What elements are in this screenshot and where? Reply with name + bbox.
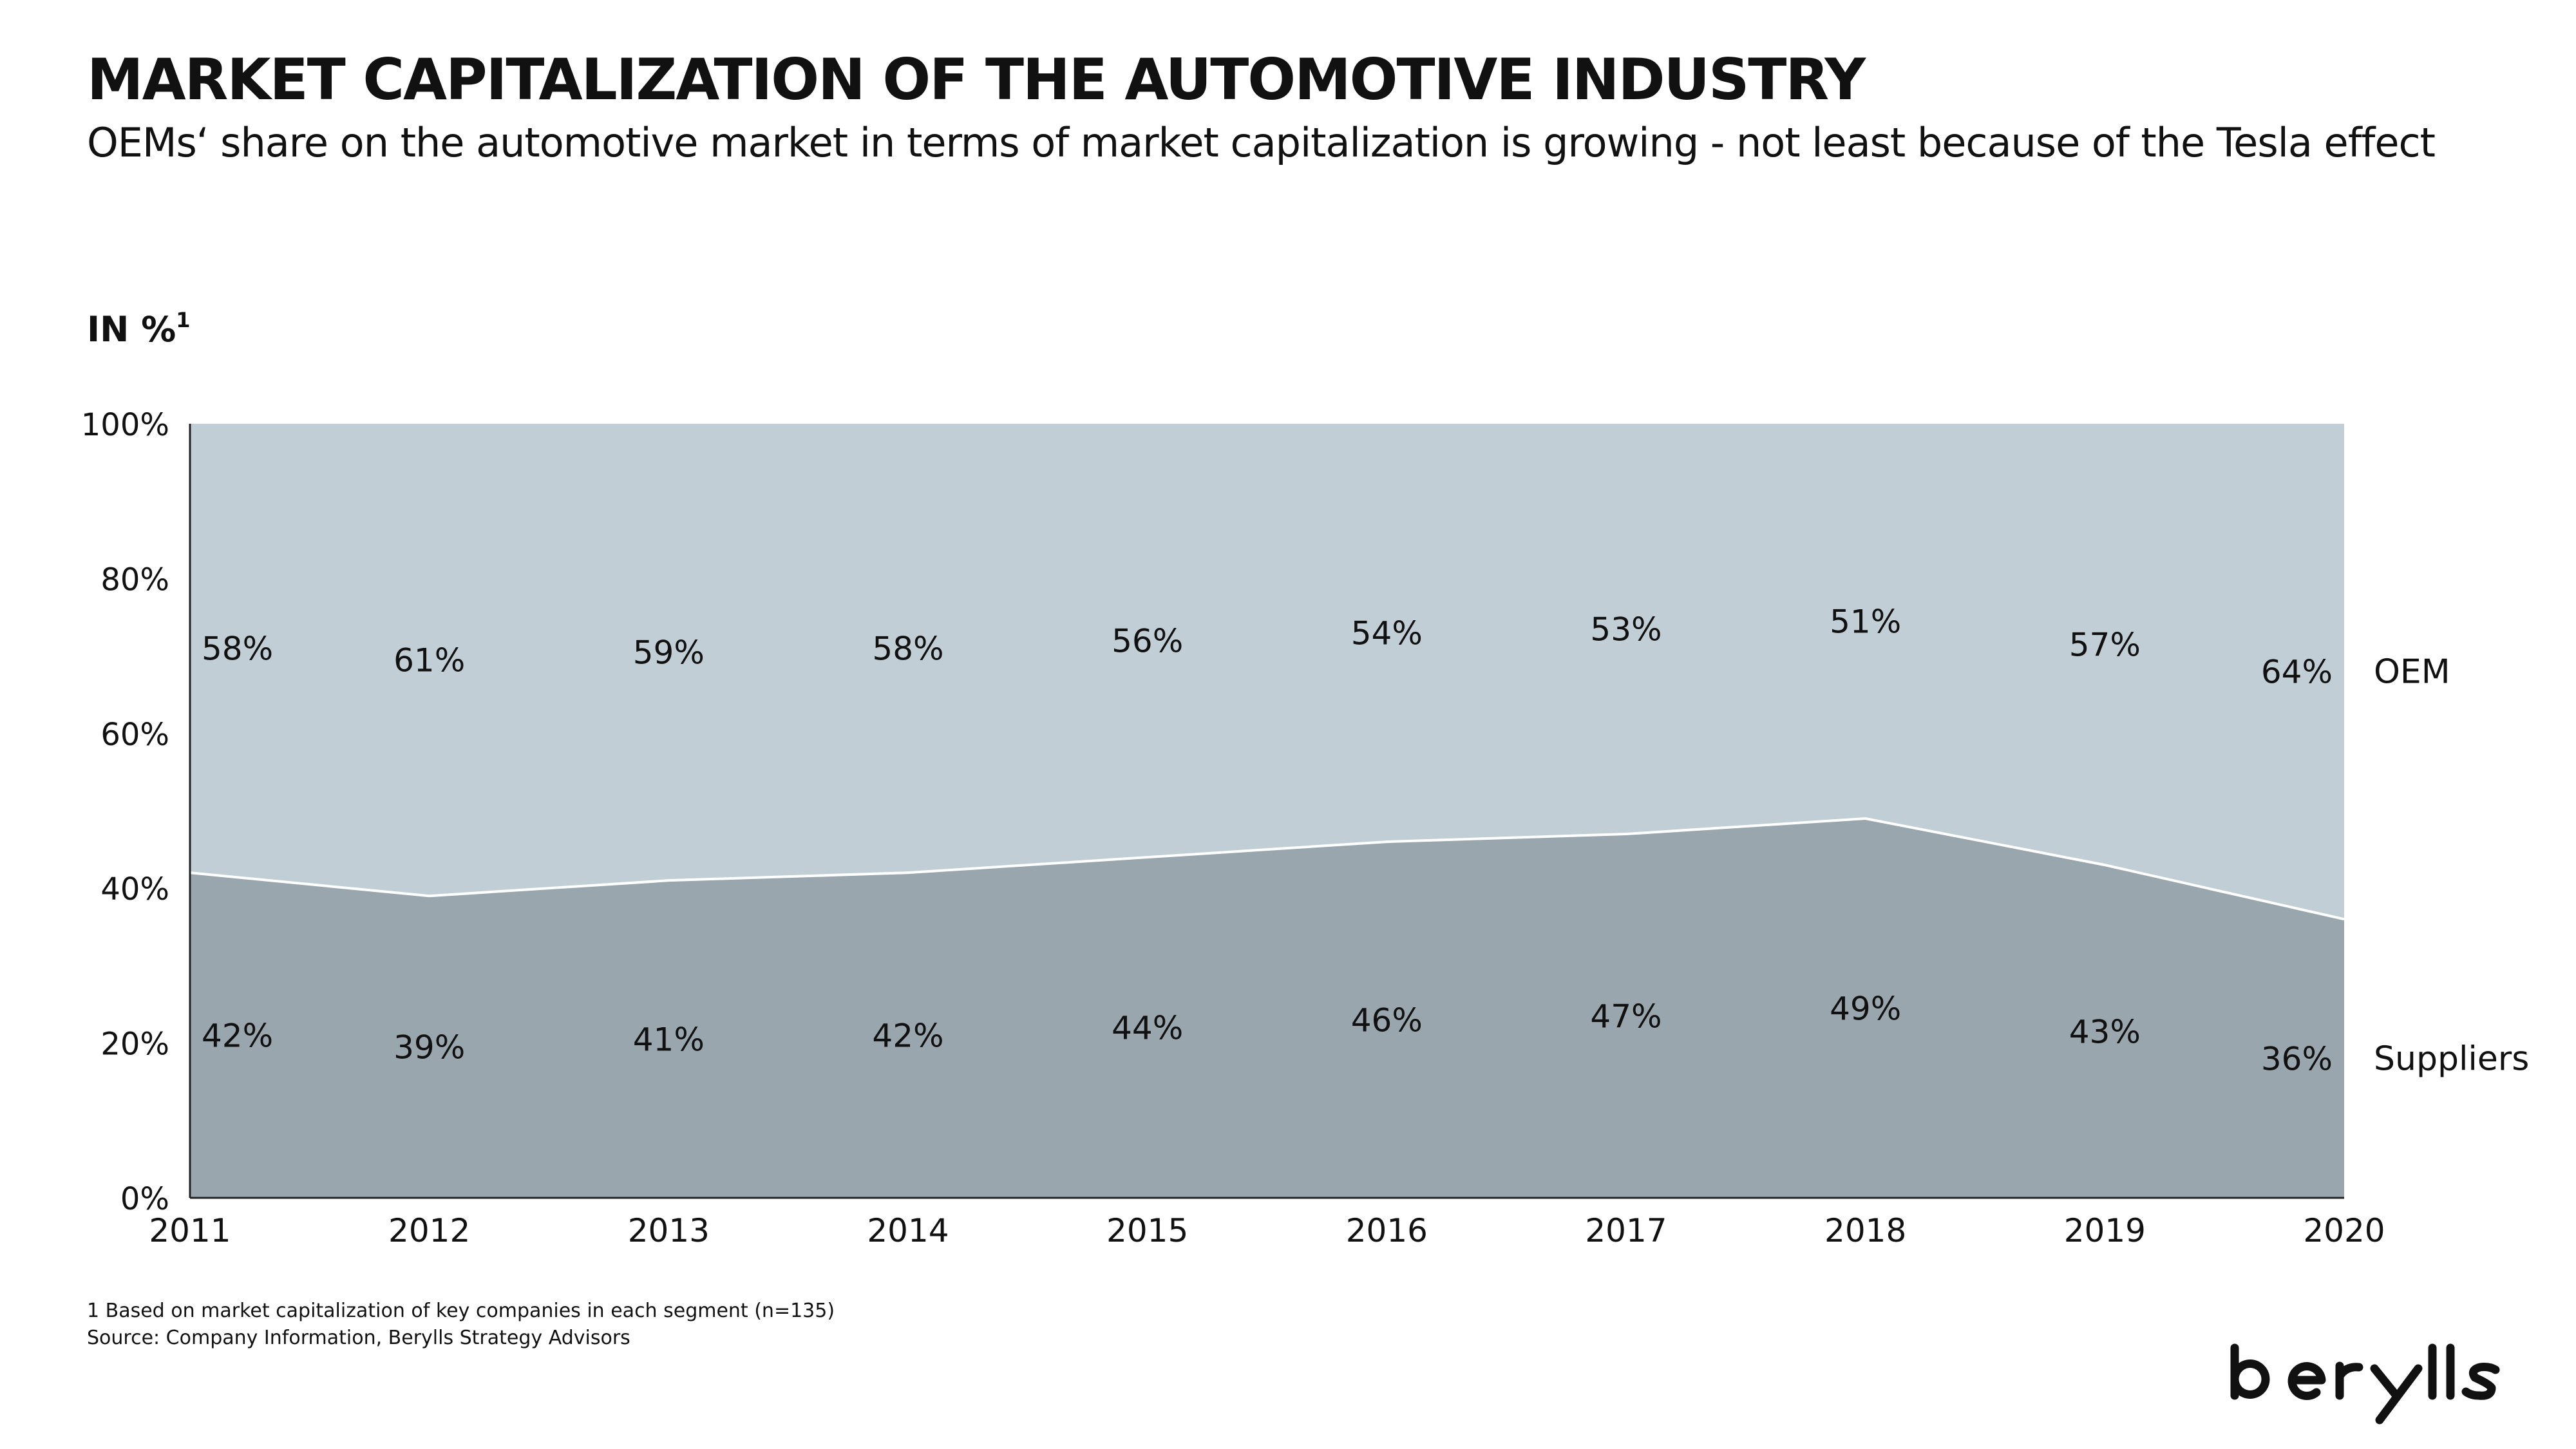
suppliers-data-label: 42% [202, 1018, 273, 1055]
suppliers-data-label: 36% [2261, 1041, 2333, 1078]
legend-oem: OEM [2374, 653, 2450, 692]
suppliers-data-label: 41% [633, 1021, 705, 1059]
y-tick-label: 20% [100, 1027, 169, 1063]
oem-data-label: 64% [2261, 654, 2333, 691]
footnote-1: 1 Based on market capitalization of key … [87, 1300, 835, 1322]
oem-data-label: 58% [202, 630, 273, 668]
oem-data-label: 59% [633, 634, 705, 672]
market-cap-area-chart: 0% 20% 40% 60% 80% 100% 2011 2012 2013 2014 2015 20… [81, 407, 2530, 1249]
y-tick-label: 0% [120, 1181, 169, 1217]
footnotes: 1 Based on market capitalization of key … [87, 1298, 835, 1352]
legend-suppliers: Suppliers [2374, 1040, 2529, 1079]
x-tick-label: 2016 [1346, 1212, 1428, 1249]
x-tick-label: 2020 [2303, 1212, 2385, 1249]
x-tick-label: 2018 [1824, 1212, 1906, 1249]
suppliers-data-label: 46% [1351, 1002, 1423, 1039]
oem-data-label: 51% [1830, 603, 1901, 641]
source-note: Source: Company Information, Berylls Str… [87, 1327, 630, 1349]
unit-label-text: IN % [87, 309, 176, 350]
x-tick-label: 2014 [867, 1212, 949, 1249]
oem-data-label: 61% [393, 642, 465, 679]
page-title: MARKET CAPITALIZATION OF THE AUTOMOTIVE … [87, 46, 1866, 113]
suppliers-data-label: 44% [1112, 1010, 1183, 1047]
x-tick-label: 2011 [149, 1212, 231, 1249]
oem-area [190, 424, 2344, 920]
page-subtitle: OEMs‘ share on the automotive market in … [87, 119, 2436, 166]
x-tick-label: 2017 [1585, 1212, 1667, 1249]
suppliers-data-label: 39% [393, 1029, 465, 1066]
berylls-logo: berylls [2230, 1343, 2500, 1425]
suppliers-data-label: 49% [1830, 990, 1901, 1028]
suppliers-data-label: 42% [872, 1018, 943, 1055]
x-tick-label: 2015 [1106, 1212, 1188, 1249]
unit-footnote-mark: 1 [176, 308, 191, 332]
oem-data-label: 56% [1112, 623, 1183, 660]
y-tick-label: 80% [100, 562, 169, 598]
suppliers-data-label: 43% [2069, 1014, 2141, 1051]
y-tick-label: 60% [100, 717, 169, 753]
x-tick-label: 2019 [2064, 1212, 2146, 1249]
y-tick-label: 40% [100, 871, 169, 907]
oem-data-label: 54% [1351, 615, 1423, 652]
x-tick-label: 2012 [388, 1212, 470, 1249]
x-tick-label: 2013 [628, 1212, 710, 1249]
unit-label: IN %1 [87, 308, 190, 350]
suppliers-area [190, 819, 2344, 1198]
oem-data-label: 53% [1590, 611, 1662, 649]
y-tick-label: 100% [81, 407, 169, 443]
oem-data-label: 57% [2069, 627, 2141, 664]
series-boundary-line [189, 817, 2345, 921]
suppliers-data-label: 47% [1590, 998, 1662, 1036]
oem-data-label: 58% [872, 630, 943, 668]
